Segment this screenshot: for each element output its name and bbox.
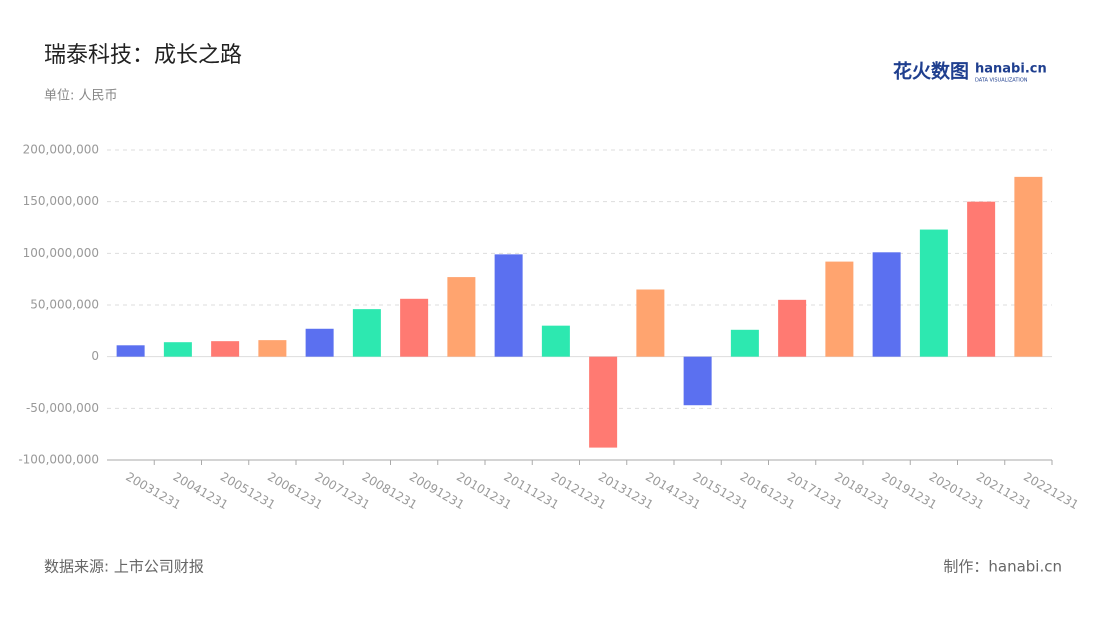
bar — [825, 261, 854, 357]
logo-brand: hanabi.cn — [975, 62, 1047, 77]
y-tick-label: -50,000,000 — [26, 401, 99, 415]
bar — [258, 340, 287, 357]
bar — [683, 356, 712, 406]
bar — [352, 309, 381, 357]
bar — [163, 342, 192, 357]
logo-tagline: DATA VISUALIZATION — [975, 78, 1028, 84]
y-tick-label: 150,000,000 — [23, 194, 99, 208]
bar — [1014, 176, 1043, 357]
bar — [967, 201, 996, 357]
bar — [589, 356, 618, 448]
bar — [494, 254, 523, 357]
bar — [447, 277, 476, 357]
bar — [116, 345, 145, 357]
bar — [541, 325, 570, 357]
chart-subtitle: 单位: 人民币 — [44, 89, 118, 104]
bar — [211, 341, 240, 357]
bar — [636, 289, 665, 357]
y-tick-label: 0 — [91, 349, 99, 363]
y-tick-label: 100,000,000 — [23, 246, 99, 260]
logo-text: 花火数图 — [893, 60, 969, 83]
bar — [400, 298, 429, 357]
bar — [919, 229, 948, 357]
chart-title: 瑞泰科技：成长之路 — [44, 43, 242, 68]
source: 数据来源: 上市公司财报 — [44, 558, 204, 576]
y-tick-label: -100,000,000 — [18, 453, 99, 467]
y-tick-label: 50,000,000 — [30, 298, 99, 312]
bar — [305, 328, 334, 357]
credit: 制作：hanabi.cn — [943, 558, 1062, 576]
bar — [778, 299, 807, 357]
bar — [872, 252, 901, 357]
y-tick-label: 200,000,000 — [23, 143, 99, 157]
bar — [730, 329, 759, 357]
